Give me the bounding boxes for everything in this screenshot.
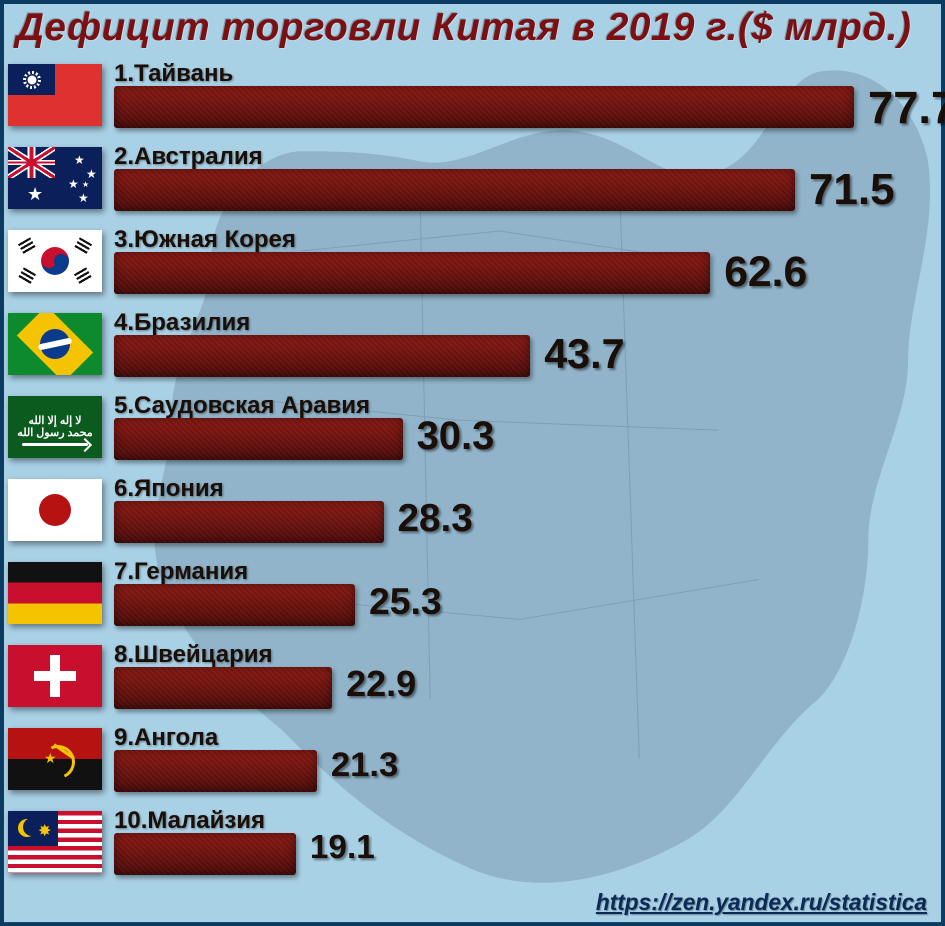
bar [114, 833, 296, 875]
bar-rows-container: 1.Тайвань77.7★★★★★★ 2.Австралия 71.5 3.Южна… [8, 58, 935, 888]
country-label: 3.Южная Корея [114, 226, 296, 254]
country-label: 7.Германия [114, 558, 248, 586]
bar-value: 43.7 [544, 331, 624, 378]
bar-value: 21.3 [331, 746, 398, 785]
bar [114, 335, 530, 377]
bar [114, 584, 355, 626]
bar-row: ★★★★★★ 2.Австралия 71.5 [8, 141, 935, 224]
country-label: 2.Австралия [114, 143, 263, 171]
country-label: 6.Япония [114, 475, 224, 503]
source-link[interactable]: https://zen.yandex.ru/statistica [596, 889, 927, 916]
bar-value: 71.5 [809, 165, 895, 215]
saudi-arabia-flag-icon: لا إله إلا اللهمحمد رسول الله [8, 396, 102, 458]
bar-row: 6.Япония 28.3 [8, 473, 935, 556]
bar-value: 22.9 [346, 663, 416, 705]
bar-row: 7.Германия 25.3 [8, 556, 935, 639]
germany-flag-icon [8, 562, 102, 624]
bar-value: 25.3 [369, 580, 442, 623]
country-label: 8.Швейцария [114, 641, 272, 669]
taiwan-flag-icon [8, 64, 102, 126]
chart-title: Дефицит торговли Китая в 2019 г.($ млрд.… [16, 6, 933, 50]
country-label: 5.Саудовская Аравия [114, 392, 370, 420]
country-label: 4.Бразилия [114, 309, 250, 337]
bar-value: 30.3 [417, 414, 495, 459]
bar-row: 3.Южная Корея 62.6 [8, 224, 935, 307]
angola-flag-icon: ★ [8, 728, 102, 790]
japan-flag-icon [8, 479, 102, 541]
bar [114, 169, 795, 211]
bar [114, 418, 403, 460]
country-label: 10.Малайзия [114, 807, 265, 835]
bar [114, 501, 384, 543]
country-label: 1.Тайвань [114, 60, 233, 88]
bar-row: 1.Тайвань77.7 [8, 58, 935, 141]
bar-row: ★ 9.Ангола 21.3 [8, 722, 935, 805]
bar-row: ✸ 10.Малайзия 19.1 [8, 805, 935, 888]
bar [114, 252, 710, 294]
bar [114, 667, 332, 709]
bar [114, 750, 317, 792]
bar [114, 86, 854, 128]
country-label: 9.Ангола [114, 724, 218, 752]
bar-value: 19.1 [310, 829, 375, 867]
malaysia-flag-icon: ✸ [8, 811, 102, 873]
bar-value: 28.3 [398, 497, 473, 541]
south-korea-flag-icon [8, 230, 102, 292]
infographic-canvas: Дефицит торговли Китая в 2019 г.($ млрд.… [0, 0, 945, 926]
bar-value: 77.7 [868, 82, 945, 134]
bar-value: 62.6 [724, 248, 807, 297]
switzerland-flag-icon [8, 645, 102, 707]
bar-row: لا إله إلا اللهمحمد رسول الله 5.Саудовска… [8, 390, 935, 473]
bar-row: 8.Швейцария 22.9 [8, 639, 935, 722]
australia-flag-icon: ★★★★★★ [8, 147, 102, 209]
bar-row: 4.Бразилия 43.7 [8, 307, 935, 390]
brazil-flag-icon [8, 313, 102, 375]
